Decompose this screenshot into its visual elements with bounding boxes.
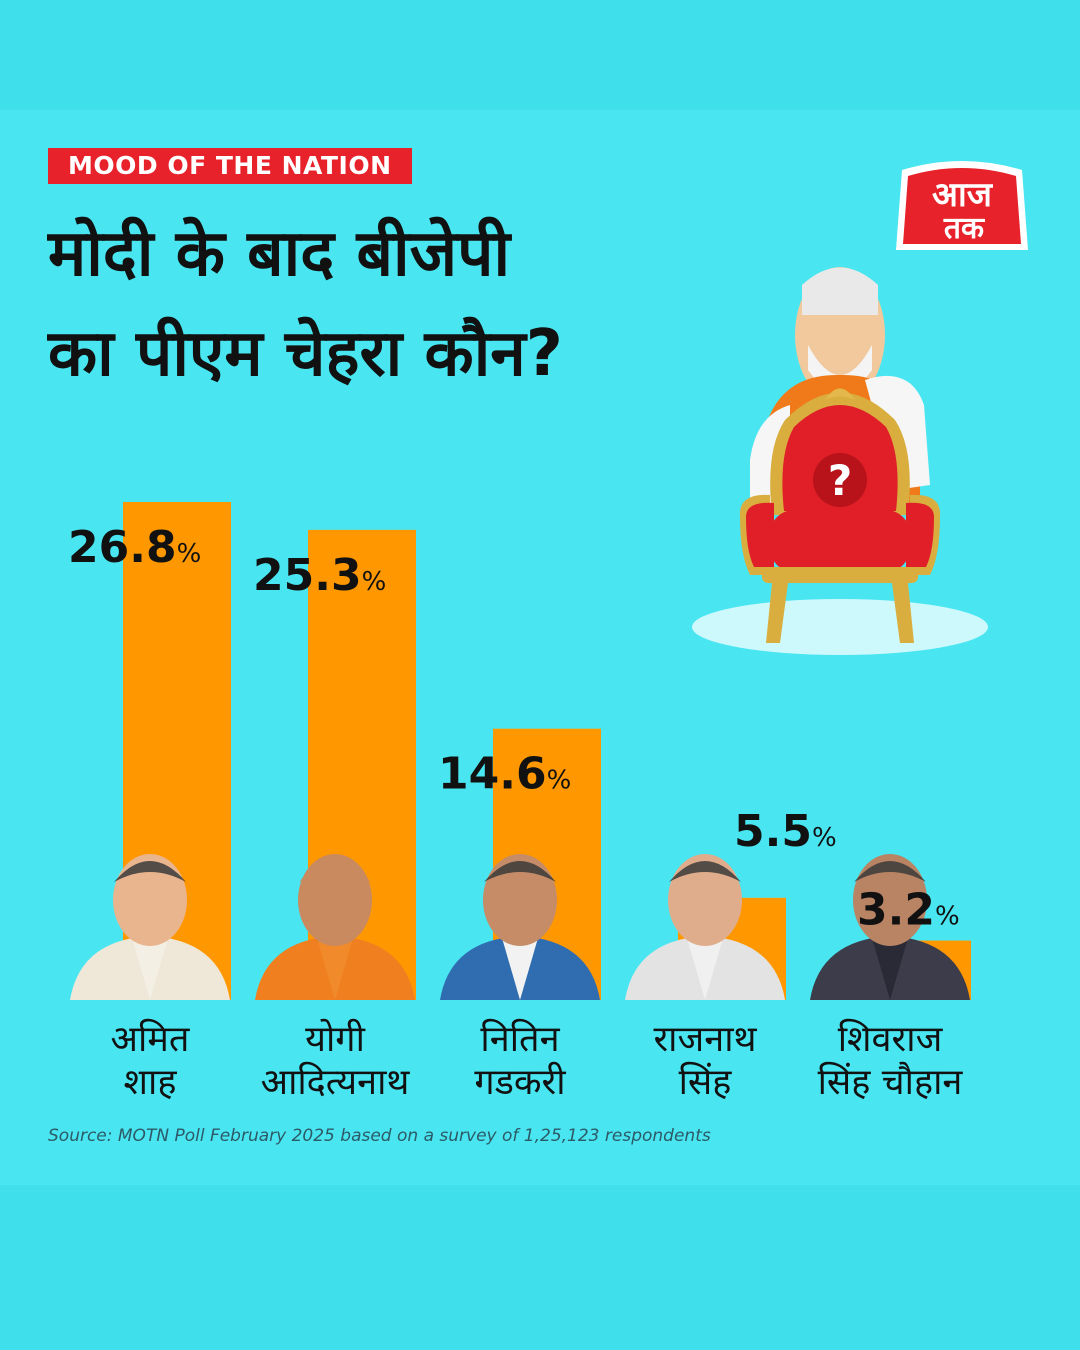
value-label-2: 14.6% [438, 749, 571, 800]
value-label-1: 25.3% [253, 550, 386, 601]
source-note: Source: MOTN Poll February 2025 based on… [48, 1126, 711, 1146]
category-label-3: राजनाथ सिंह [605, 1018, 805, 1104]
category-label-line-2: आदित्यनाथ [260, 1062, 410, 1104]
category-label-line-1: राजनाथ [653, 1019, 757, 1060]
category-label-1: योगी आदित्यनाथ [235, 1018, 435, 1104]
bar-chart: 26.8% 25.3% 14.6% 5.5% 3.2% [68, 502, 971, 1000]
portrait-4 [810, 854, 970, 1000]
portrait-2 [440, 854, 600, 1000]
value-label-4: 3.2% [857, 885, 960, 936]
portrait-1 [255, 854, 415, 1000]
category-label-line-1: शिवराज [837, 1019, 943, 1060]
category-label-line-2: गडकरी [474, 1062, 566, 1104]
headline-line-2: का पीएम चेहरा कौन? [48, 317, 563, 391]
section-tag: MOOD OF THE NATION [48, 148, 412, 184]
category-label-line-1: नितिन [480, 1019, 560, 1060]
category-label-line-1: अमित [110, 1019, 190, 1060]
category-label-2: नितिन गडकरी [420, 1018, 620, 1104]
category-label-line-2: शाह [123, 1062, 177, 1104]
throne-with-question-icon: ? [692, 267, 988, 655]
portrait-0 [70, 854, 230, 1000]
category-label-line-1: योगी [305, 1019, 365, 1060]
category-label-0: अमित शाह [50, 1018, 250, 1104]
aaj-tak-logo-icon: आज तक [896, 161, 1028, 250]
category-label-line-2: सिंह चौहान [817, 1062, 963, 1104]
logo-text-line-1: आज [932, 175, 994, 215]
logo-text-line-2: तक [943, 211, 985, 246]
headline-line-1: मोदी के बाद बीजेपी [48, 217, 511, 291]
value-label-3: 5.5% [734, 806, 837, 857]
question-mark: ? [828, 456, 852, 505]
value-label-0: 26.8% [68, 522, 201, 573]
category-label-line-2: सिंह [678, 1062, 732, 1104]
bottom-band [0, 1185, 1080, 1350]
category-label-4: शिवराज सिंह चौहान [790, 1018, 990, 1104]
portrait-3 [625, 854, 785, 1000]
top-band [0, 0, 1080, 110]
